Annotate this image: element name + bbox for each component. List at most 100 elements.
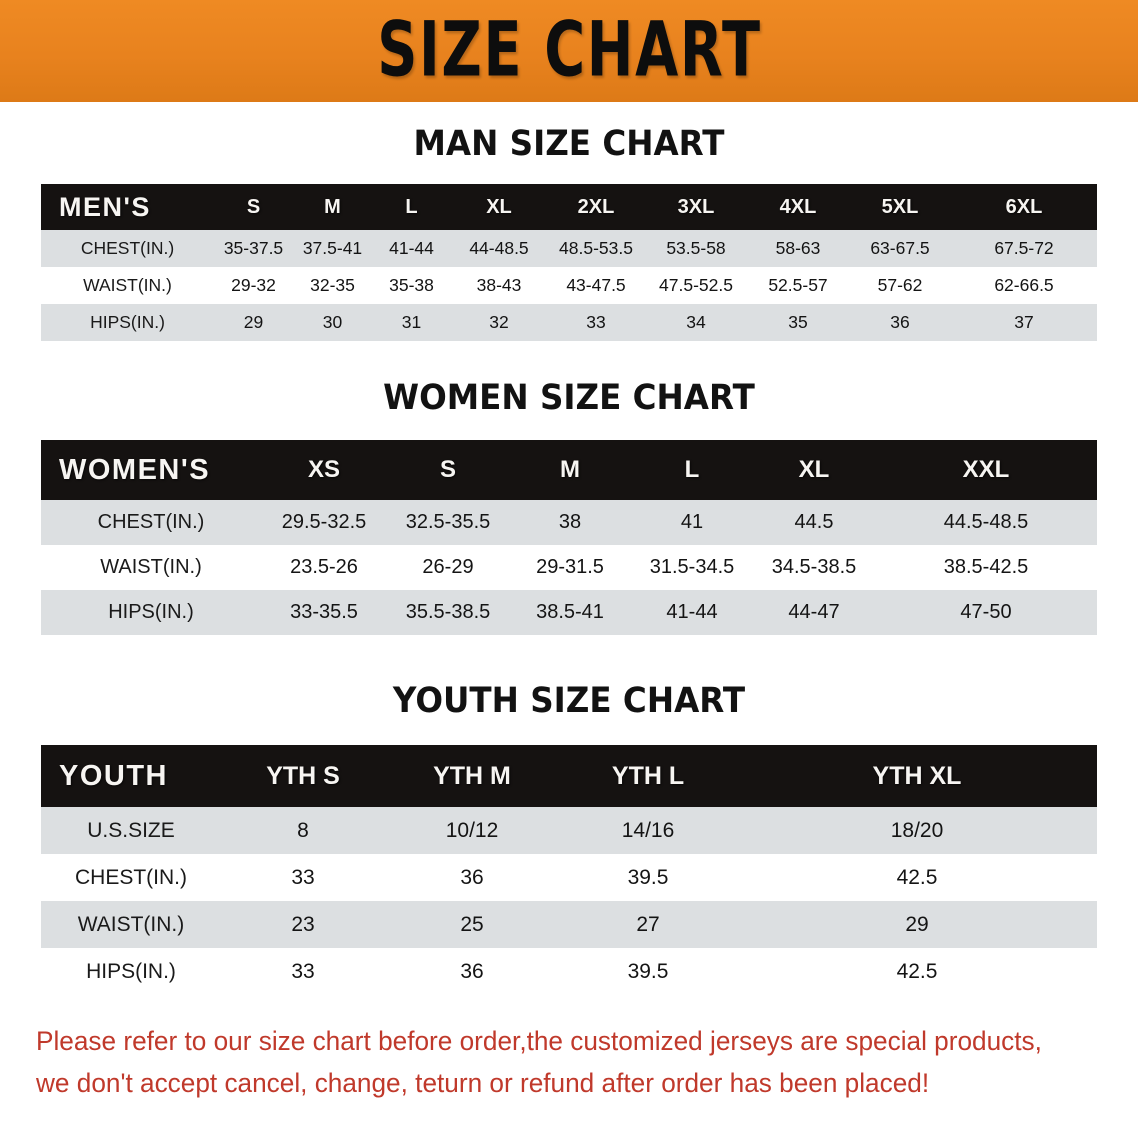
row-label: WAIST(IN.) — [41, 545, 261, 590]
table-cell: 33-35.5 — [261, 590, 387, 635]
table-cell: 47-50 — [875, 590, 1097, 635]
women-header-cell: S — [387, 440, 509, 500]
man-header-cell: S — [214, 184, 293, 230]
women-header-cell: M — [509, 440, 631, 500]
man-header-cell: 6XL — [951, 184, 1097, 230]
man-header-cell: M — [293, 184, 372, 230]
table-cell: 47.5-52.5 — [645, 267, 747, 304]
table-cell: 41-44 — [372, 230, 451, 267]
table-cell: 26-29 — [387, 545, 509, 590]
table-cell: 27 — [559, 901, 737, 948]
man-table-body: CHEST(IN.) 35-37.5 37.5-41 41-44 44-48.5… — [41, 230, 1097, 341]
table-cell: 41 — [631, 500, 753, 545]
table-cell: 29 — [737, 901, 1097, 948]
youth-header-cell: YTH S — [221, 745, 385, 807]
table-cell: 38.5-41 — [509, 590, 631, 635]
table-header-row: MEN'S S M L XL 2XL 3XL 4XL 5XL 6XL — [41, 184, 1097, 230]
table-cell: 32-35 — [293, 267, 372, 304]
table-row: WAIST(IN.) 29-32 32-35 35-38 38-43 43-47… — [41, 267, 1097, 304]
table-cell: 23.5-26 — [261, 545, 387, 590]
man-header-cell: XL — [451, 184, 547, 230]
table-cell: 38.5-42.5 — [875, 545, 1097, 590]
table-cell: 34 — [645, 304, 747, 341]
women-header-cell: XL — [753, 440, 875, 500]
man-section-title: MAN SIZE CHART — [413, 124, 725, 164]
table-cell: 57-62 — [849, 267, 951, 304]
man-header-cell: 2XL — [547, 184, 645, 230]
table-cell: 29-31.5 — [509, 545, 631, 590]
women-table-wrapper: WOMEN'S XS S M L XL XXL CHEST(IN.) 29.5-… — [41, 440, 1097, 635]
table-cell: 44-48.5 — [451, 230, 547, 267]
row-label: WAIST(IN.) — [41, 267, 214, 304]
table-cell: 10/12 — [385, 807, 559, 854]
table-row: CHEST(IN.) 35-37.5 37.5-41 41-44 44-48.5… — [41, 230, 1097, 267]
table-cell: 34.5-38.5 — [753, 545, 875, 590]
row-label: CHEST(IN.) — [41, 230, 214, 267]
table-cell: 29 — [214, 304, 293, 341]
table-cell: 42.5 — [737, 854, 1097, 901]
row-label: CHEST(IN.) — [41, 500, 261, 545]
man-header-cell: 3XL — [645, 184, 747, 230]
table-cell: 37 — [951, 304, 1097, 341]
table-cell: 62-66.5 — [951, 267, 1097, 304]
row-label: HIPS(IN.) — [41, 304, 214, 341]
table-cell: 29.5-32.5 — [261, 500, 387, 545]
table-cell: 33 — [221, 854, 385, 901]
table-cell: 33 — [221, 948, 385, 995]
table-cell: 39.5 — [559, 948, 737, 995]
youth-table-wrapper: YOUTH YTH S YTH M YTH L YTH XL U.S.SIZE … — [41, 745, 1097, 995]
table-row: WAIST(IN.) 23 25 27 29 — [41, 901, 1097, 948]
row-label: WAIST(IN.) — [41, 901, 221, 948]
youth-header-cell: YTH L — [559, 745, 737, 807]
page-title: SIZE CHART — [376, 6, 762, 95]
table-cell: 42.5 — [737, 948, 1097, 995]
table-cell: 23 — [221, 901, 385, 948]
page-banner: SIZE CHART — [0, 0, 1138, 102]
table-row: WAIST(IN.) 23.5-26 26-29 29-31.5 31.5-34… — [41, 545, 1097, 590]
women-header-cell: WOMEN'S — [41, 440, 261, 500]
youth-header-cell: YOUTH — [41, 745, 221, 807]
table-cell: 31 — [372, 304, 451, 341]
disclaimer-line-1: Please refer to our size chart before or… — [36, 1026, 1042, 1056]
youth-table-body: U.S.SIZE 8 10/12 14/16 18/20 CHEST(IN.) … — [41, 807, 1097, 995]
table-cell: 30 — [293, 304, 372, 341]
table-cell: 44.5 — [753, 500, 875, 545]
table-cell: 36 — [385, 854, 559, 901]
women-section-title: WOMEN SIZE CHART — [383, 378, 755, 418]
table-cell: 37.5-41 — [293, 230, 372, 267]
man-header-cell: 5XL — [849, 184, 951, 230]
table-cell: 58-63 — [747, 230, 849, 267]
women-table-body: CHEST(IN.) 29.5-32.5 32.5-35.5 38 41 44.… — [41, 500, 1097, 635]
man-table-wrapper: MEN'S S M L XL 2XL 3XL 4XL 5XL 6XL CHEST… — [41, 184, 1097, 341]
row-label: HIPS(IN.) — [41, 590, 261, 635]
table-cell: 38 — [509, 500, 631, 545]
youth-table-header: YOUTH YTH S YTH M YTH L YTH XL — [41, 745, 1097, 807]
row-label: CHEST(IN.) — [41, 854, 221, 901]
table-cell: 14/16 — [559, 807, 737, 854]
table-cell: 32.5-35.5 — [387, 500, 509, 545]
table-cell: 35 — [747, 304, 849, 341]
women-header-cell: L — [631, 440, 753, 500]
table-cell: 67.5-72 — [951, 230, 1097, 267]
row-label: HIPS(IN.) — [41, 948, 221, 995]
table-row: CHEST(IN.) 29.5-32.5 32.5-35.5 38 41 44.… — [41, 500, 1097, 545]
table-row: CHEST(IN.) 33 36 39.5 42.5 — [41, 854, 1097, 901]
table-cell: 53.5-58 — [645, 230, 747, 267]
man-table-header: MEN'S S M L XL 2XL 3XL 4XL 5XL 6XL — [41, 184, 1097, 230]
table-cell: 44-47 — [753, 590, 875, 635]
women-header-cell: XXL — [875, 440, 1097, 500]
table-cell: 25 — [385, 901, 559, 948]
table-cell: 52.5-57 — [747, 267, 849, 304]
table-row: HIPS(IN.) 33 36 39.5 42.5 — [41, 948, 1097, 995]
table-cell: 63-67.5 — [849, 230, 951, 267]
women-header-cell: XS — [261, 440, 387, 500]
table-cell: 32 — [451, 304, 547, 341]
table-cell: 36 — [849, 304, 951, 341]
youth-size-table: YOUTH YTH S YTH M YTH L YTH XL U.S.SIZE … — [41, 745, 1097, 995]
table-row: U.S.SIZE 8 10/12 14/16 18/20 — [41, 807, 1097, 854]
table-header-row: YOUTH YTH S YTH M YTH L YTH XL — [41, 745, 1097, 807]
table-cell: 31.5-34.5 — [631, 545, 753, 590]
row-label: U.S.SIZE — [41, 807, 221, 854]
table-cell: 33 — [547, 304, 645, 341]
table-row: HIPS(IN.) 29 30 31 32 33 34 35 36 37 — [41, 304, 1097, 341]
